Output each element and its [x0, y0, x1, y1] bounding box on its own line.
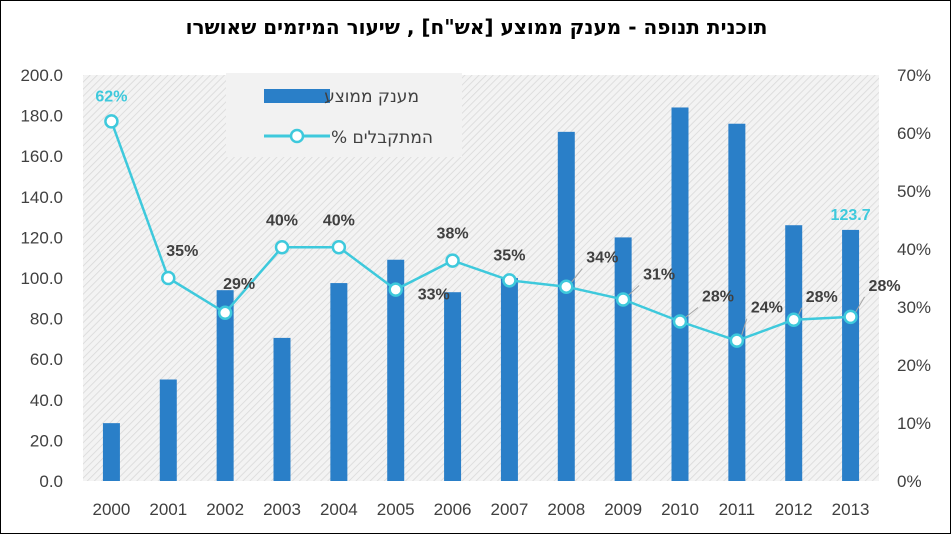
legend: מענק ממוצע % המתקבלים — [226, 73, 462, 157]
bar-2000 — [102, 423, 120, 481]
line-label-2010: 28% — [702, 289, 734, 306]
bar-2010 — [671, 107, 689, 481]
y-left-tick: 100.0 — [20, 269, 63, 288]
chart-title: תוכנית תנופה - מענק ממוצע [אש"ח] , שיעור… — [185, 15, 768, 39]
line-label-2005: 33% — [418, 287, 450, 304]
y-left-tick: 0.0 — [39, 472, 63, 491]
leader-line — [740, 318, 748, 338]
line-marker-2007 — [502, 273, 517, 288]
legend-bar-swatch — [264, 89, 330, 103]
x-tick-2009: 2009 — [604, 500, 642, 519]
bar-2003 — [273, 337, 291, 481]
y-left-tick: 200.0 — [20, 66, 63, 85]
bar-2009 — [614, 237, 632, 481]
line-label-2006: 38% — [437, 226, 469, 243]
bar-2008 — [557, 131, 575, 481]
x-tick-2012: 2012 — [775, 500, 813, 519]
line-marker-2013 — [843, 309, 858, 325]
x-tick-2001: 2001 — [149, 500, 187, 519]
line-label-2008: 34% — [586, 250, 618, 267]
line-marker-2000 — [104, 114, 119, 129]
y-right-tick: 60% — [897, 124, 931, 143]
bar-2012 — [785, 225, 803, 481]
bar-2011 — [728, 123, 746, 481]
y-left-tick: 160.0 — [20, 147, 63, 166]
line-label-2009: 31% — [643, 266, 675, 283]
x-tick-2010: 2010 — [661, 500, 699, 519]
line-marker-2009 — [615, 292, 631, 307]
y-left-tick: 180.0 — [20, 107, 63, 126]
line-marker-2012 — [786, 312, 801, 328]
y-left-tick: 20.0 — [30, 431, 63, 450]
bar-2004 — [330, 283, 348, 481]
line-label-2000: 62% — [95, 88, 127, 105]
x-tick-2007: 2007 — [491, 500, 529, 519]
line-label-2004: 40% — [323, 212, 355, 229]
line-label-2011: 24% — [751, 300, 783, 317]
line-marker-2001 — [161, 270, 176, 286]
x-tick-2000: 2000 — [93, 500, 131, 519]
y-left-tick: 80.0 — [30, 310, 63, 329]
line-label-2001: 35% — [166, 243, 198, 260]
line-marker-2006 — [445, 253, 460, 268]
line-label-2012: 28% — [806, 289, 838, 306]
x-tick-2008: 2008 — [547, 500, 585, 519]
legend-line-marker — [289, 128, 305, 144]
x-tick-2003: 2003 — [263, 500, 301, 519]
line-marker-2005 — [388, 282, 403, 297]
bar-2005 — [387, 259, 405, 481]
x-tick-2005: 2005 — [377, 500, 415, 519]
leader-line — [683, 307, 699, 319]
bar-2006 — [444, 292, 462, 481]
bar-label-2013: 123.7 — [831, 207, 871, 224]
leader-line — [626, 285, 640, 297]
bar-2007 — [500, 278, 518, 481]
y-left-tick: 60.0 — [30, 350, 63, 369]
legend-box — [226, 73, 462, 157]
y-right-tick: 70% — [897, 66, 931, 85]
y-left-tick: 140.0 — [20, 188, 63, 207]
bar-2001 — [159, 379, 177, 481]
legend-bar-label: מענק ממוצע — [324, 87, 419, 107]
plot-area — [83, 75, 879, 481]
line-marker-2004 — [331, 240, 347, 255]
line-marker-2002 — [217, 305, 233, 321]
x-tick-2002: 2002 — [206, 500, 244, 519]
y-left-tick: 120.0 — [20, 228, 63, 247]
leader-line — [569, 268, 583, 285]
y-right-tick: 30% — [897, 298, 931, 317]
legend-line-label: % המתקבלים — [331, 128, 433, 148]
x-tick-2013: 2013 — [832, 500, 870, 519]
line-marker-2008 — [559, 279, 574, 294]
leader-line — [854, 296, 866, 315]
y-right-tick: 50% — [897, 182, 931, 201]
x-tick-2011: 2011 — [719, 500, 756, 519]
line-label-2013: 28% — [869, 278, 901, 295]
line-label-2002: 29% — [223, 276, 255, 293]
line-percent-accepted — [110, 120, 851, 342]
x-tick-2004: 2004 — [320, 500, 358, 519]
y-right-tick: 20% — [897, 356, 931, 375]
line-marker-2003 — [274, 240, 290, 255]
y-right-tick: 0% — [897, 472, 922, 491]
line-label-2003: 40% — [266, 212, 298, 229]
bar-2013 — [842, 229, 860, 481]
y-left-tick: 40.0 — [30, 391, 63, 410]
y-right-tick: 40% — [897, 240, 931, 259]
x-tick-2006: 2006 — [434, 500, 472, 519]
y-right-tick: 10% — [897, 414, 931, 433]
line-marker-2011 — [729, 333, 745, 348]
bar-2002 — [216, 290, 234, 481]
line-label-2007: 35% — [493, 247, 525, 264]
line-marker-2010 — [672, 314, 688, 329]
